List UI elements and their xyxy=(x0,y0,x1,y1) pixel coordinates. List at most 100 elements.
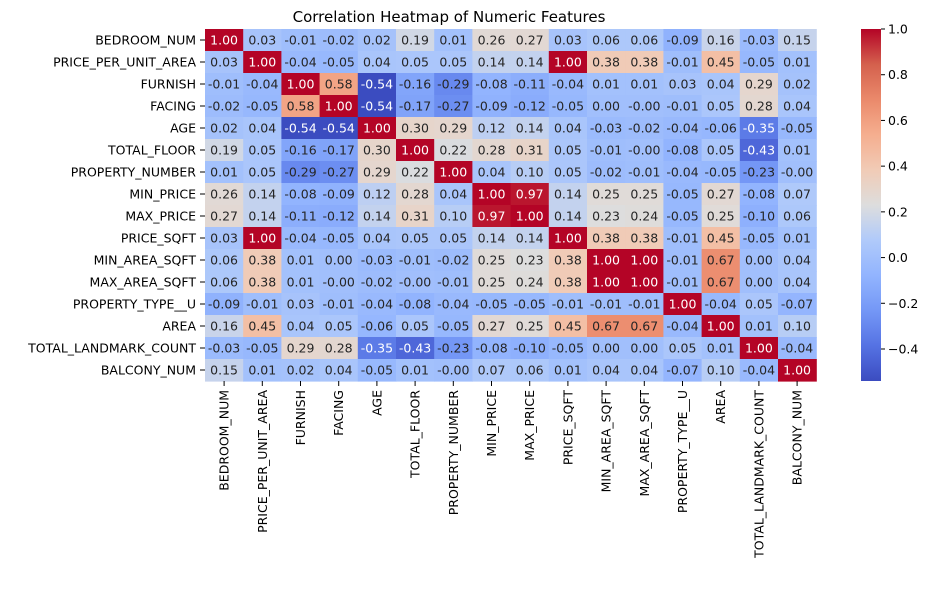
cell-value-label: -0.04 xyxy=(284,55,316,70)
heatmap-cell xyxy=(739,29,779,52)
cell-value-label: -0.16 xyxy=(284,143,316,158)
cell-value-label: 0.97 xyxy=(516,187,544,202)
heatmap-cell xyxy=(472,359,512,382)
colorbar: 1.0 0.8 0.6 0.4 0.2 0.0 −0.2 −0.4 xyxy=(861,22,918,381)
heatmap-cell xyxy=(625,139,664,162)
row-label: FACING xyxy=(150,99,196,114)
cell-value-label: 0.03 xyxy=(554,33,582,48)
heatmap-cell xyxy=(396,73,435,96)
heatmap-cell xyxy=(281,95,321,118)
cell-value-label: 0.05 xyxy=(325,319,353,334)
cell-value-label: -0.02 xyxy=(323,33,355,48)
heatmap-cell xyxy=(472,337,512,360)
heatmap-cell xyxy=(739,293,779,316)
cell-value-label: 0.15 xyxy=(783,33,811,48)
cell-value-label: 0.24 xyxy=(630,209,658,224)
heatmap-cell xyxy=(548,249,588,272)
heatmap-cell xyxy=(319,95,359,118)
heatmap-cell xyxy=(396,359,435,382)
cell-value-label: -0.43 xyxy=(743,143,775,158)
column-labels: BEDROOM_NUM PRICE_PER_UNIT_AREA FURNISH FAC… xyxy=(217,381,805,559)
heatmap-cell xyxy=(472,139,512,162)
cell-value-label: 0.38 xyxy=(630,55,658,70)
heatmap-cell xyxy=(510,271,550,294)
heatmap-cell xyxy=(319,315,359,338)
heatmap-cell xyxy=(243,29,282,52)
cell-value-label: -0.35 xyxy=(361,341,393,356)
cell-value-label: -0.01 xyxy=(246,297,278,312)
heatmap-cell xyxy=(281,117,321,140)
row-label: MIN_AREA_SQFT xyxy=(94,253,197,268)
heatmap-cell xyxy=(434,205,473,228)
heatmap-cell xyxy=(701,293,741,316)
heatmap-cell xyxy=(396,293,435,316)
heatmap-cell xyxy=(472,315,512,338)
colorbar-tick-label: 0.8 xyxy=(888,67,908,82)
heatmap-cell xyxy=(548,293,588,316)
cell-value-label: -0.05 xyxy=(552,99,584,114)
heatmap-cell xyxy=(472,227,512,250)
heatmap-cell xyxy=(778,95,817,118)
heatmap-cell xyxy=(625,293,664,316)
heatmap-cell xyxy=(205,117,244,140)
cell-value-label: -0.03 xyxy=(590,121,622,136)
row-labels: BEDROOM_NUM PRICE_PER_UNIT_AREA FURNISH FAC… xyxy=(27,33,205,378)
heatmap-cell xyxy=(396,227,435,250)
cell-value-label: 0.29 xyxy=(439,121,467,136)
cell-value-label: 0.01 xyxy=(783,143,811,158)
heatmap-cell xyxy=(319,51,359,74)
heatmap-cell xyxy=(357,117,397,140)
heatmap-cell xyxy=(701,95,741,118)
cell-value-label: 0.45 xyxy=(707,55,735,70)
heatmap-cell xyxy=(778,161,817,184)
heatmap-cell xyxy=(243,139,282,162)
cell-value-label: -0.43 xyxy=(399,341,431,356)
heatmap-cell xyxy=(663,29,703,52)
cell-value-label: 0.58 xyxy=(287,99,315,114)
heatmap-cell xyxy=(548,183,588,206)
heatmap-cell xyxy=(739,227,779,250)
cell-value-label: 0.27 xyxy=(516,33,544,48)
heatmap-cell xyxy=(625,337,664,360)
cell-value-label: 0.16 xyxy=(707,33,735,48)
heatmap-cell xyxy=(625,183,664,206)
heatmap-cell xyxy=(778,227,817,250)
cell-value-label: 0.14 xyxy=(516,231,544,246)
cell-value-label: -0.01 xyxy=(666,275,698,290)
heatmap-cell xyxy=(778,271,817,294)
cell-value-label: -0.29 xyxy=(284,165,316,180)
cell-value-label: -0.05 xyxy=(514,297,546,312)
cell-value-label: -0.12 xyxy=(514,99,546,114)
cell-value-label: -0.01 xyxy=(208,77,240,92)
heatmap-cell xyxy=(587,359,626,382)
cell-value-label: 0.25 xyxy=(478,275,506,290)
cell-value-label: 0.25 xyxy=(707,209,735,224)
heatmap-cell xyxy=(701,73,741,96)
heatmap-cell xyxy=(739,73,779,96)
cell-value-label: -0.01 xyxy=(284,33,316,48)
cell-value-label: 1.00 xyxy=(592,275,620,290)
heatmap-cell xyxy=(510,249,550,272)
heatmap-cell xyxy=(739,359,779,382)
colorbar-tick-label: 0.4 xyxy=(888,159,908,174)
heatmap-cell xyxy=(281,271,321,294)
heatmap-cell xyxy=(548,73,588,96)
cell-value-label: 0.05 xyxy=(669,341,697,356)
heatmap-cell xyxy=(510,139,550,162)
heatmap-cell xyxy=(587,161,626,184)
cell-value-label: -0.04 xyxy=(666,165,698,180)
cell-value-label: 0.05 xyxy=(554,165,582,180)
column-label: PROPERTY_TYPE__U xyxy=(675,390,690,513)
cell-value-label: -0.03 xyxy=(208,341,240,356)
row-label: TOTAL_LANDMARK_COUNT xyxy=(27,341,196,356)
heatmap-cell xyxy=(243,205,282,228)
heatmap-cell xyxy=(281,161,321,184)
heatmap-cell xyxy=(205,337,244,360)
cell-value-label: 1.00 xyxy=(630,253,658,268)
cell-value-label: 0.38 xyxy=(592,55,620,70)
heatmap-cell xyxy=(472,95,512,118)
cell-value-label: 0.04 xyxy=(248,121,276,136)
cell-value-label: 0.01 xyxy=(287,253,315,268)
heatmap-cell xyxy=(434,337,473,360)
cell-value-label: 0.02 xyxy=(210,121,238,136)
